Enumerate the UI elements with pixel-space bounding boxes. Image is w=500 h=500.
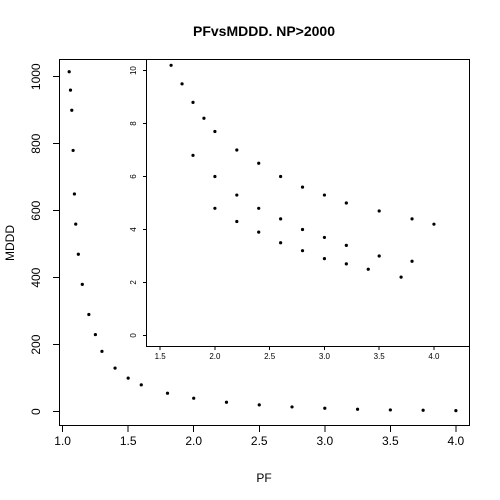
inset-data-point <box>410 217 414 221</box>
main-data-point <box>93 332 97 337</box>
main-x-tick-label: 1.0 <box>54 434 71 448</box>
inset-x-tick-label: 1.5 <box>155 352 167 361</box>
main-x-axis: 1.0 1.5 2.0 2.5 3.0 3.5 4.0 <box>54 425 465 448</box>
inset-data-point <box>322 257 327 261</box>
inset-data-point <box>410 259 414 263</box>
inset-x-tick-label: 2.5 <box>264 352 276 361</box>
main-data-point <box>355 407 360 411</box>
inset-data-point <box>191 153 195 157</box>
main-data-point <box>192 396 196 400</box>
inset-y-tick-label: 6 <box>129 174 138 179</box>
main-x-tick-label: 3.5 <box>382 434 399 448</box>
inset-x-tick-label: 2.0 <box>209 352 221 361</box>
inset-data-point <box>169 63 173 67</box>
main-x-tick-label: 2.0 <box>185 434 202 448</box>
inset-data-point <box>377 254 381 258</box>
chart-title: PFvsMDDD. NP>2000 <box>193 23 335 39</box>
main-data-point <box>71 148 75 153</box>
main-data-point <box>80 282 84 286</box>
inset-x-axis: 1.5 2.0 2.5 3.0 3.5 4.0 <box>155 346 440 361</box>
main-y-tick-label: 200 <box>29 334 43 354</box>
inset-data-point <box>322 193 327 197</box>
inset-y-tick-label: 0 <box>129 333 138 338</box>
main-data-point <box>126 376 130 380</box>
inset-background <box>146 59 470 347</box>
inset-data-point <box>344 201 348 205</box>
inset-x-tick-label: 3.5 <box>374 352 386 361</box>
inset-data-point <box>279 217 283 221</box>
inset-data-point <box>257 230 261 234</box>
x-axis-label: PF <box>256 471 271 485</box>
main-data-point <box>76 252 80 256</box>
main-y-tick-label: 800 <box>29 133 43 153</box>
inset-data-point <box>432 222 436 226</box>
main-data-point <box>388 408 392 412</box>
inset-y-tick-label: 2 <box>129 280 138 285</box>
y-axis-label: MDDD <box>3 225 17 261</box>
inset-y-tick-label: 8 <box>129 121 138 126</box>
inset-x-tick-label: 4.0 <box>428 352 440 361</box>
inset-data-point <box>180 82 184 86</box>
inset-data-point <box>257 161 261 165</box>
main-y-tick-label: 400 <box>29 267 43 287</box>
main-data-point <box>257 403 261 407</box>
main-data-point <box>74 222 78 226</box>
main-x-tick-label: 4.0 <box>448 434 465 448</box>
inset-data-point <box>366 267 370 271</box>
inset-data-point <box>257 206 261 210</box>
inset-data-point <box>300 227 305 232</box>
inset-data-point <box>322 235 327 240</box>
inset-data-point <box>279 241 283 245</box>
inset-y-axis: 0 2 4 6 8 10 <box>129 66 147 338</box>
inset-data-point <box>300 185 305 189</box>
inset-data-point <box>377 209 381 213</box>
inset-data-point <box>235 148 239 152</box>
main-data-point <box>70 108 74 112</box>
main-data-point <box>323 406 327 410</box>
main-y-tick-label: 600 <box>29 200 43 220</box>
main-y-axis: 0 200 400 600 800 1000 <box>29 63 60 415</box>
main-data-point <box>100 349 104 353</box>
inset-data-point <box>213 129 217 134</box>
inset-y-tick-label: 10 <box>129 66 138 75</box>
inset-data-point <box>213 206 217 210</box>
main-x-tick-label: 1.5 <box>120 434 137 448</box>
main-data-point <box>224 400 229 404</box>
main-data-point <box>113 366 117 370</box>
inset-data-point <box>235 219 239 224</box>
main-data-point <box>87 312 91 317</box>
inset-data-point <box>235 193 239 197</box>
main-scatter-series <box>67 70 458 413</box>
inset-scatter-series <box>169 63 436 279</box>
main-data-point <box>165 391 170 395</box>
inset-data-point <box>279 174 283 179</box>
main-data-point <box>290 405 294 409</box>
main-data-point <box>68 88 73 92</box>
main-data-point <box>72 192 77 196</box>
main-y-tick-label: 0 <box>29 408 43 415</box>
inset-data-point <box>213 174 217 179</box>
main-x-tick-label: 3.0 <box>316 434 333 448</box>
main-x-tick-label: 2.5 <box>251 434 268 448</box>
main-data-point <box>454 409 458 413</box>
inset-data-point <box>202 116 206 120</box>
inset-data-point <box>344 262 348 266</box>
inset-data-point <box>191 100 195 104</box>
inset-data-point <box>300 249 305 253</box>
inset-x-tick-label: 3.0 <box>319 352 331 361</box>
inset-data-point <box>399 275 403 279</box>
main-data-point <box>67 70 71 74</box>
main-y-tick-label: 1000 <box>29 63 43 90</box>
main-data-point <box>421 408 425 412</box>
main-data-point <box>139 383 143 387</box>
inset-y-tick-label: 4 <box>129 227 138 232</box>
inset-data-point <box>344 243 348 247</box>
